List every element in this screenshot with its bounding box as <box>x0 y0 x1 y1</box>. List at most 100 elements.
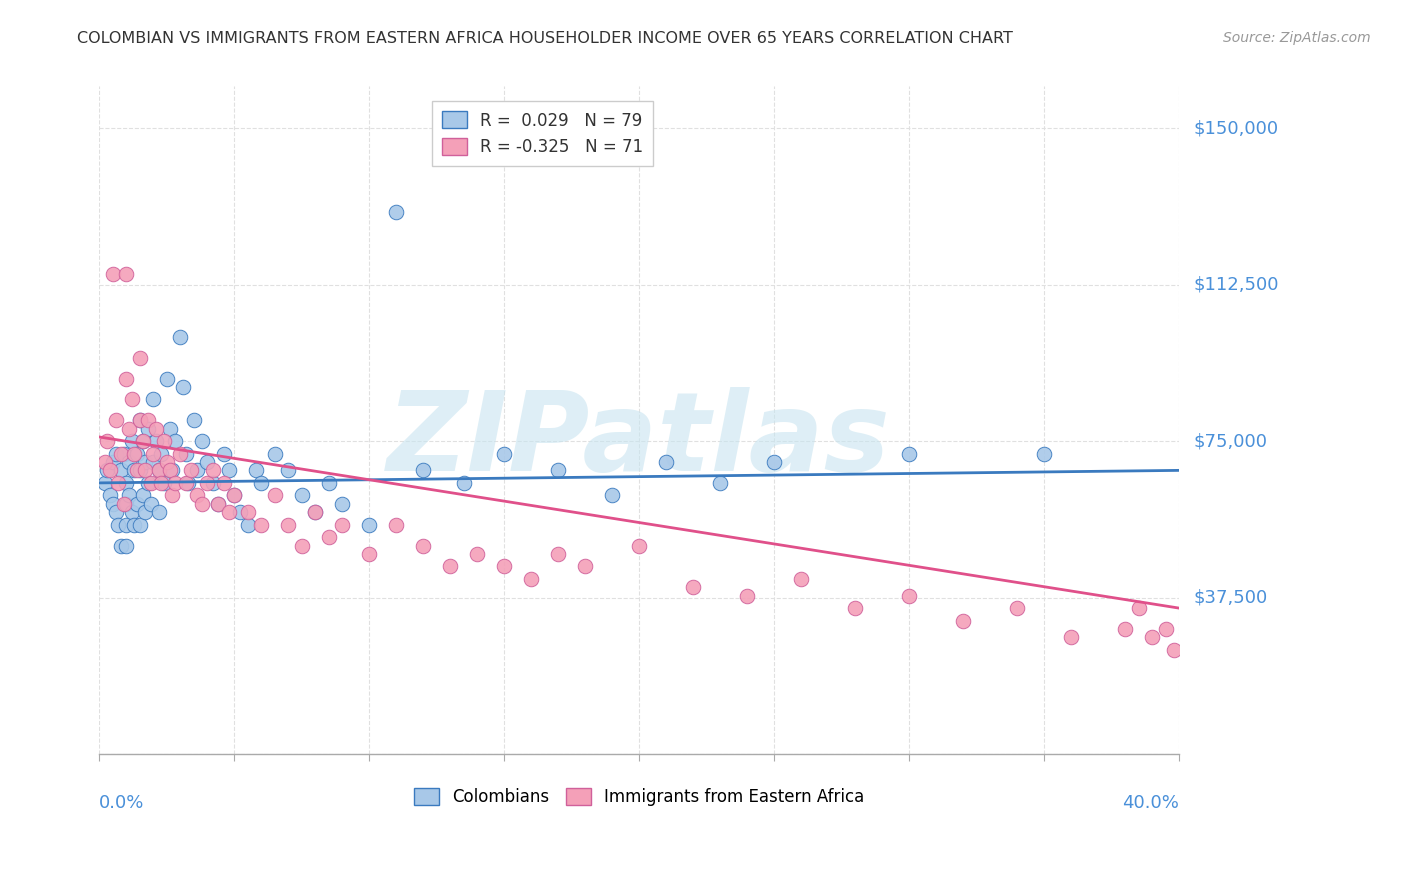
Text: $75,000: $75,000 <box>1194 432 1267 450</box>
Point <box>96 434 118 449</box>
Point <box>112 447 135 461</box>
Point <box>207 497 229 511</box>
Point <box>162 463 184 477</box>
Point <box>291 539 314 553</box>
Text: ZIPatlas: ZIPatlas <box>388 387 891 494</box>
Text: $112,500: $112,500 <box>1194 276 1278 293</box>
Point <box>1128 601 1150 615</box>
Point <box>98 488 121 502</box>
Point <box>162 488 184 502</box>
Point <box>439 559 461 574</box>
Point <box>139 475 162 490</box>
Point <box>128 351 150 365</box>
Point <box>385 204 408 219</box>
Point <box>110 463 132 477</box>
Point <box>94 475 117 490</box>
Point <box>148 463 170 477</box>
Point <box>94 455 117 469</box>
Point <box>191 497 214 511</box>
Point <box>186 463 208 477</box>
Point <box>898 447 921 461</box>
Point <box>118 455 141 469</box>
Point <box>1114 622 1136 636</box>
Point <box>98 463 121 477</box>
Point <box>574 559 596 574</box>
Point <box>212 475 235 490</box>
Point <box>142 447 165 461</box>
Point <box>148 463 170 477</box>
Text: 40.0%: 40.0% <box>1122 794 1180 813</box>
Point <box>250 517 273 532</box>
Point <box>318 475 340 490</box>
Point <box>385 517 408 532</box>
Point <box>359 517 381 532</box>
Point <box>520 572 543 586</box>
Point <box>628 539 651 553</box>
Point <box>148 505 170 519</box>
Point <box>465 547 488 561</box>
Point <box>136 413 159 427</box>
Point <box>359 547 381 561</box>
Point <box>101 267 124 281</box>
Point <box>277 463 299 477</box>
Point <box>174 447 197 461</box>
Point <box>145 434 167 449</box>
Point <box>110 447 132 461</box>
Point <box>104 505 127 519</box>
Point <box>172 380 194 394</box>
Text: COLOMBIAN VS IMMIGRANTS FROM EASTERN AFRICA HOUSEHOLDER INCOME OVER 65 YEARS COR: COLOMBIAN VS IMMIGRANTS FROM EASTERN AFR… <box>77 31 1014 46</box>
Point <box>163 475 186 490</box>
Point <box>1033 447 1056 461</box>
Point <box>236 517 259 532</box>
Point <box>136 475 159 490</box>
Point <box>1163 643 1185 657</box>
Point <box>412 463 434 477</box>
Point <box>218 463 240 477</box>
Point <box>277 517 299 532</box>
Point <box>790 572 813 586</box>
Legend: Colombians, Immigrants from Eastern Africa: Colombians, Immigrants from Eastern Afri… <box>408 781 872 813</box>
Point <box>128 413 150 427</box>
Point <box>318 530 340 544</box>
Point <box>128 413 150 427</box>
Point <box>139 497 162 511</box>
Point <box>195 455 218 469</box>
Point <box>600 488 623 502</box>
Point <box>898 589 921 603</box>
Point <box>145 422 167 436</box>
Point <box>263 488 285 502</box>
Point <box>229 505 252 519</box>
Point <box>494 559 516 574</box>
Point <box>236 505 259 519</box>
Point <box>330 517 353 532</box>
Point <box>709 475 731 490</box>
Point <box>128 463 150 477</box>
Text: $150,000: $150,000 <box>1194 120 1278 137</box>
Point <box>159 463 181 477</box>
Point <box>224 488 246 502</box>
Point <box>453 475 475 490</box>
Point <box>142 392 165 407</box>
Point <box>186 488 208 502</box>
Point <box>245 463 267 477</box>
Point <box>124 517 146 532</box>
Point <box>156 455 179 469</box>
Point <box>128 517 150 532</box>
Point <box>107 517 129 532</box>
Point <box>655 455 678 469</box>
Point <box>124 447 146 461</box>
Point <box>110 539 132 553</box>
Point <box>131 488 153 502</box>
Point <box>412 539 434 553</box>
Point <box>177 475 200 490</box>
Point <box>127 447 149 461</box>
Point <box>682 580 704 594</box>
Point <box>218 505 240 519</box>
Point <box>115 517 138 532</box>
Point <box>115 267 138 281</box>
Point <box>104 447 127 461</box>
Point <box>195 475 218 490</box>
Point <box>159 422 181 436</box>
Point <box>547 463 569 477</box>
Point <box>127 497 149 511</box>
